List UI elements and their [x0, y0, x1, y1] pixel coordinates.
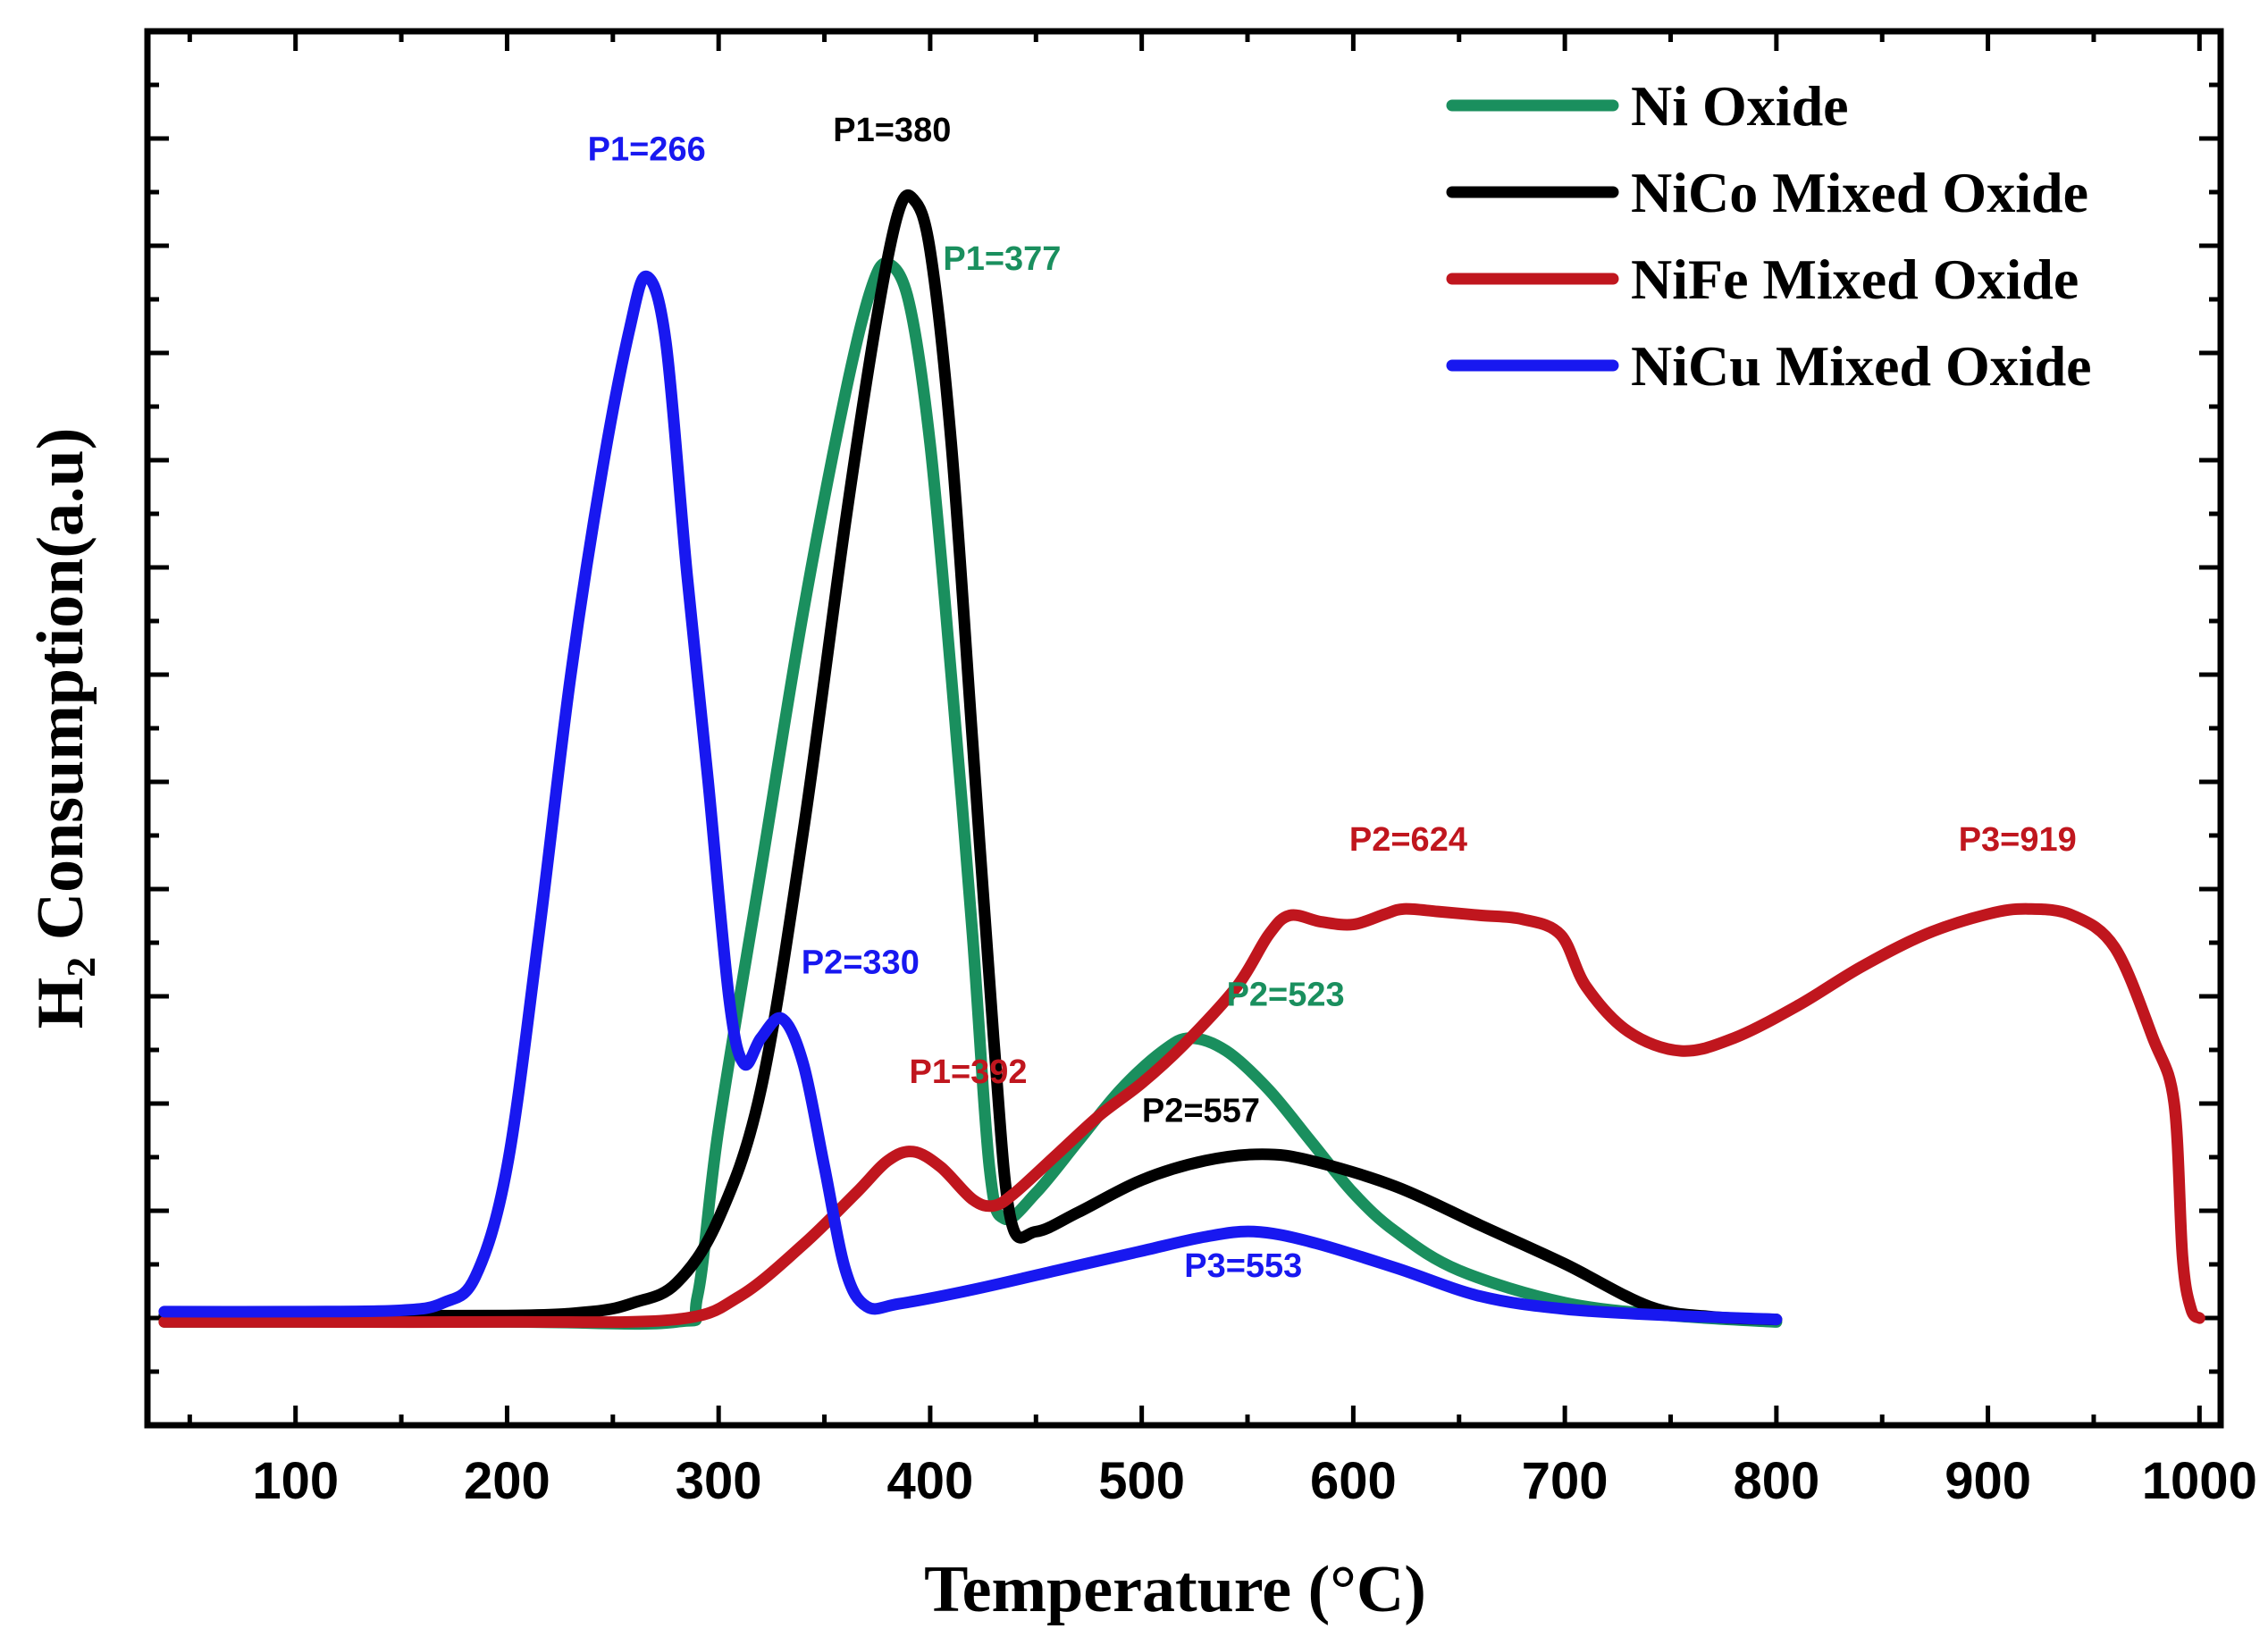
legend-label: NiCo Mixed Oxide [1631, 161, 2088, 224]
y-axis-title-rest: Consumption(a.u) [24, 428, 97, 957]
x-tick-labels: 100 200 300 400 500 600 700 800 900 1000 [252, 1452, 2257, 1510]
series-line-nicu-mixed-oxide [158, 270, 1783, 1326]
peak-annotation: P1=392 [909, 1054, 1027, 1091]
x-axis-title: Temperature (°C) [924, 1553, 1426, 1626]
peak-annotation: P1=380 [833, 112, 951, 149]
x-tick-label: 800 [1733, 1452, 1819, 1510]
axis-ticks [147, 31, 2221, 1425]
peak-annotation: P2=523 [1227, 977, 1345, 1014]
plot-frame [144, 28, 2224, 1429]
x-tick-label: 600 [1310, 1452, 1397, 1510]
y-axis-title-main: H [24, 978, 97, 1029]
series-line-nife-mixed-oxide [158, 902, 2205, 1329]
x-tick-label: 200 [464, 1452, 550, 1510]
x-tick-label: 900 [1945, 1452, 2031, 1510]
y-axis-title-subscript: 2 [58, 957, 104, 978]
series-layer [158, 189, 2205, 1331]
x-tick-label: 300 [676, 1452, 762, 1510]
series-line-nico-mixed-oxide [158, 189, 1783, 1326]
peak-annotation: P2=330 [802, 944, 920, 981]
x-tick-label: 400 [887, 1452, 974, 1510]
peak-annotation: P3=553 [1184, 1247, 1302, 1285]
legend-label: NiFe Mixed Oxide [1631, 248, 2079, 311]
svg-text:H2 Consumption(a.u): H2 Consumption(a.u) [24, 428, 104, 1029]
legend-label: Ni Oxide [1631, 74, 1849, 138]
y-axis-title: H2 Consumption(a.u) [24, 428, 104, 1029]
legend-label: NiCu Mixed Oxide [1631, 334, 2092, 398]
peak-annotation: P1=377 [943, 240, 1061, 278]
x-tick-label: 500 [1098, 1452, 1185, 1510]
x-tick-label: 700 [1522, 1452, 1609, 1510]
peak-annotation: P3=919 [1959, 821, 2077, 859]
peak-annotation: P1=266 [588, 130, 706, 168]
series-line-ni-oxide [158, 257, 1783, 1331]
peak-annotation: P2=557 [1142, 1093, 1260, 1130]
x-tick-label: 100 [252, 1452, 339, 1510]
x-tick-label: 1000 [2142, 1452, 2257, 1510]
annotation-layer: P1=266 P2=330 P3=553 P1=380 P2=557 P1=377 P2=5… [588, 112, 2077, 1285]
legend: Ni Oxide NiCo Mixed Oxide NiFe Mixed Oxide… [1446, 74, 2092, 398]
peak-annotation: P2=624 [1349, 821, 1467, 859]
